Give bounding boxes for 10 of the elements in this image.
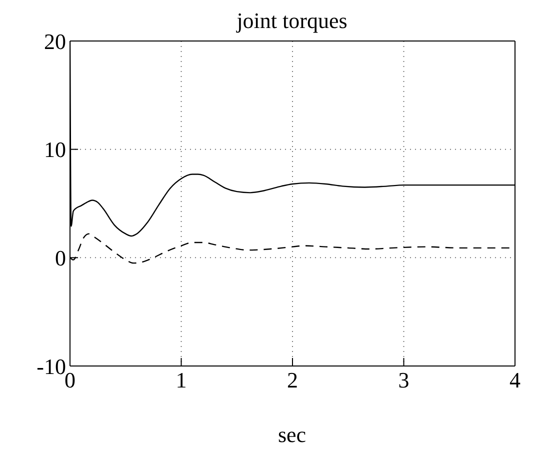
x-tick-label: 2 [287,368,298,393]
x-tick-label: 4 [510,368,520,393]
chart-title: joint torques [235,8,348,34]
y-tick-label: 10 [44,137,66,162]
y-tick-label: -10 [36,354,66,379]
x-axis-title: sec [276,422,308,448]
y-tick-label: 20 [44,28,66,54]
y-tick-label: 0 [55,245,66,270]
x-tick-label: 3 [398,368,410,393]
x-tick-label: 1 [176,368,187,393]
